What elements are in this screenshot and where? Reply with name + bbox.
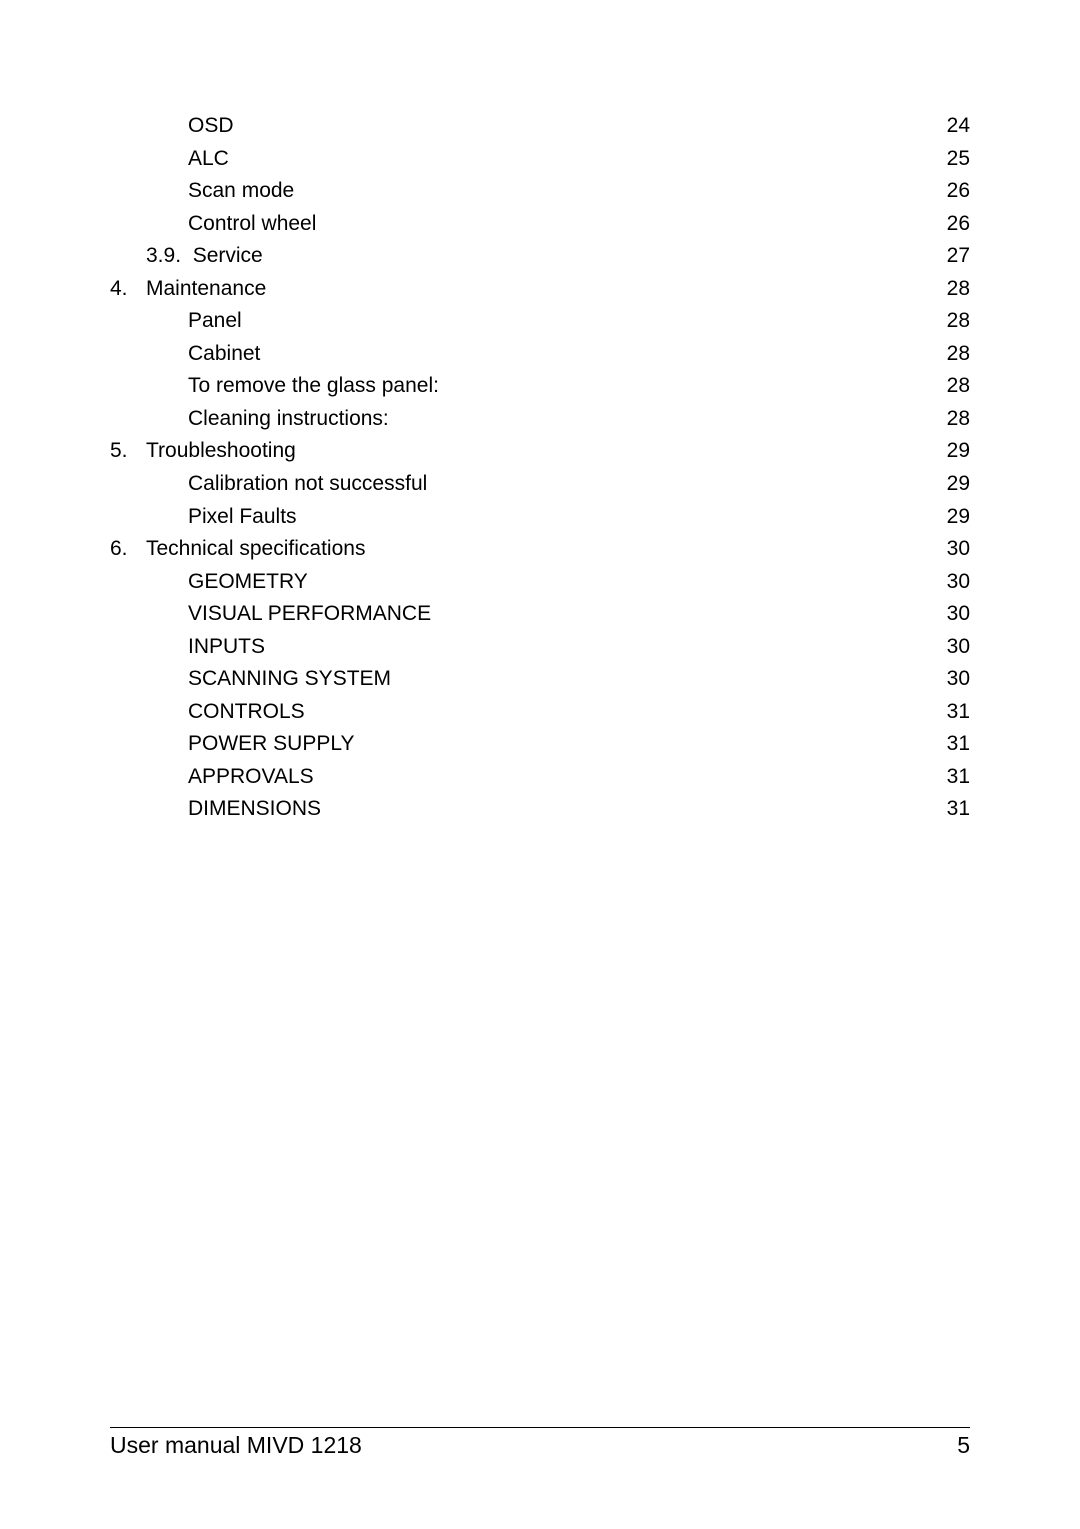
toc-entry: OSD 24 — [110, 110, 970, 143]
toc-page: 24 — [943, 110, 970, 143]
toc-page: 26 — [943, 208, 970, 241]
toc-page: 28 — [943, 305, 970, 338]
toc-page: 30 — [943, 533, 970, 566]
footer-line: User manual MIVD 1218 5 — [110, 1432, 970, 1459]
toc-title: Pixel Faults — [188, 501, 297, 534]
toc-number: 5. — [110, 435, 146, 468]
footer-title: User manual MIVD 1218 — [110, 1432, 362, 1459]
toc-page: 29 — [943, 435, 970, 468]
toc-title: Technical specifications — [146, 533, 365, 566]
toc-title: Troubleshooting — [146, 435, 296, 468]
toc-title: APPROVALS — [188, 761, 314, 794]
toc-page: 27 — [943, 240, 970, 273]
toc-title: To remove the glass panel: — [188, 370, 439, 403]
toc-number: 6. — [110, 533, 146, 566]
footer-rule — [110, 1427, 970, 1428]
toc-entry: 4. Maintenance 28 — [110, 273, 970, 306]
toc-title: INPUTS — [188, 631, 265, 664]
toc-title: POWER SUPPLY — [188, 728, 354, 761]
toc-page: 30 — [943, 566, 970, 599]
toc-page: 28 — [943, 403, 970, 436]
toc-entry: Cleaning instructions: 28 — [110, 403, 970, 436]
toc-page: 25 — [943, 143, 970, 176]
toc-page: 28 — [943, 273, 970, 306]
toc-entry: Calibration not successful 29 — [110, 468, 970, 501]
toc-entry: GEOMETRY 30 — [110, 566, 970, 599]
toc-title: Panel — [188, 305, 242, 338]
toc-entry: Panel 28 — [110, 305, 970, 338]
toc-page: 30 — [943, 663, 970, 696]
toc-page: 28 — [943, 338, 970, 371]
toc-page: 31 — [943, 696, 970, 729]
toc-entry: Pixel Faults 29 — [110, 501, 970, 534]
toc-page: 29 — [943, 468, 970, 501]
toc-entry: SCANNING SYSTEM 30 — [110, 663, 970, 696]
toc-entry: INPUTS 30 — [110, 631, 970, 664]
toc-title: GEOMETRY — [188, 566, 308, 599]
toc-page: 31 — [943, 728, 970, 761]
toc-title: SCANNING SYSTEM — [188, 663, 391, 696]
toc-title: Control wheel — [188, 208, 316, 241]
toc-title: Calibration not successful — [188, 468, 427, 501]
toc-title: CONTROLS — [188, 696, 305, 729]
table-of-contents: OSD 24 ALC 25 Scan mode 26 Control wheel… — [110, 110, 970, 826]
toc-entry: Scan mode 26 — [110, 175, 970, 208]
toc-page: 30 — [943, 598, 970, 631]
toc-page: 26 — [943, 175, 970, 208]
toc-title: VISUAL PERFORMANCE — [188, 598, 431, 631]
toc-title: ALC — [188, 143, 229, 176]
toc-title: DIMENSIONS — [188, 793, 321, 826]
toc-entry: VISUAL PERFORMANCE 30 — [110, 598, 970, 631]
toc-entry: POWER SUPPLY 31 — [110, 728, 970, 761]
toc-title: Maintenance — [146, 273, 266, 306]
toc-entry: Cabinet 28 — [110, 338, 970, 371]
toc-title: Cabinet — [188, 338, 260, 371]
toc-entry: Control wheel 26 — [110, 208, 970, 241]
toc-entry: 3.9. Service 27 — [110, 240, 970, 273]
toc-page: 31 — [943, 793, 970, 826]
toc-entry: CONTROLS 31 — [110, 696, 970, 729]
toc-number: 4. — [110, 273, 146, 306]
toc-entry: To remove the glass panel: 28 — [110, 370, 970, 403]
toc-entry: 6. Technical specifications 30 — [110, 533, 970, 566]
toc-title: Cleaning instructions: — [188, 403, 389, 436]
page-footer: User manual MIVD 1218 5 — [110, 1427, 970, 1459]
toc-title: 3.9. Service — [146, 240, 263, 273]
footer-page-number: 5 — [957, 1432, 970, 1459]
toc-page: 31 — [943, 761, 970, 794]
toc-page: 29 — [943, 501, 970, 534]
toc-title: Scan mode — [188, 175, 294, 208]
toc-entry: 5. Troubleshooting 29 — [110, 435, 970, 468]
page: OSD 24 ALC 25 Scan mode 26 Control wheel… — [0, 0, 1080, 1529]
toc-entry: DIMENSIONS 31 — [110, 793, 970, 826]
toc-page: 30 — [943, 631, 970, 664]
toc-entry: APPROVALS 31 — [110, 761, 970, 794]
toc-title: OSD — [188, 110, 234, 143]
toc-page: 28 — [943, 370, 970, 403]
toc-entry: ALC 25 — [110, 143, 970, 176]
